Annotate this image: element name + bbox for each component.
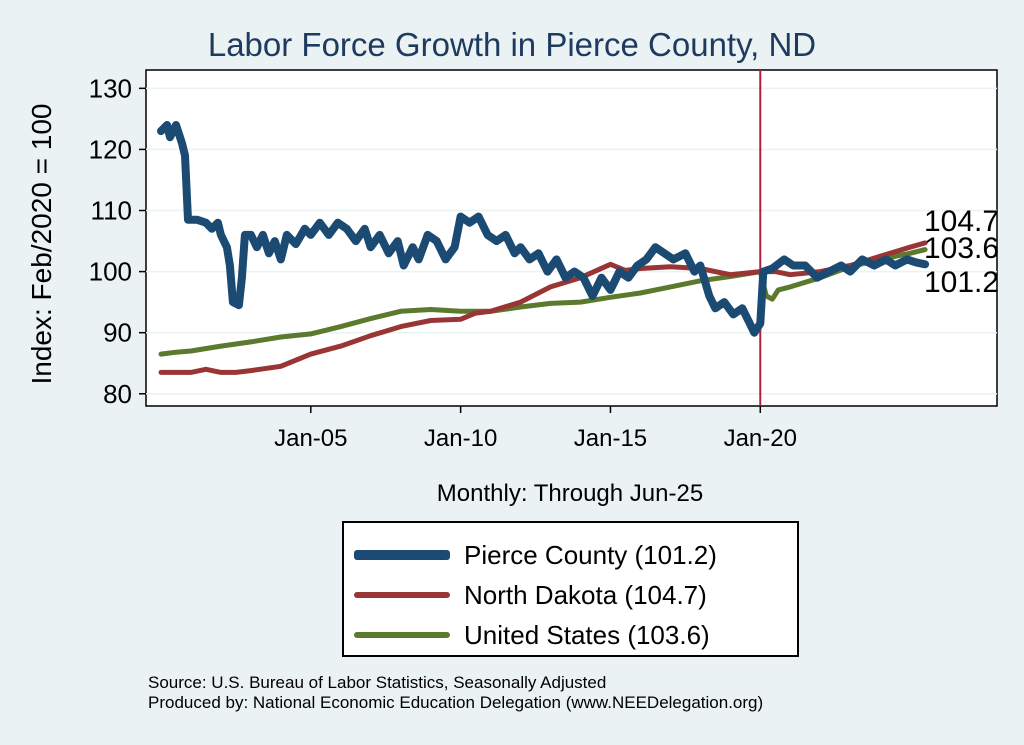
source-note: Source: U.S. Bureau of Labor Statistics,… (148, 673, 763, 713)
x-tick-label: Jan-10 (424, 425, 497, 452)
x-tick-label: Jan-05 (274, 425, 347, 452)
legend-item-united-states: United States (103.6) (354, 616, 710, 654)
y-tick-label: 90 (103, 318, 132, 348)
chart-title: Labor Force Growth in Pierce County, ND (207, 26, 817, 63)
legend-swatch-north-dakota (354, 592, 450, 598)
produced-by-line: Produced by: National Economic Education… (148, 693, 764, 712)
y-tick-label: 120 (89, 134, 132, 164)
end-label-north-dakota: 104.7 (924, 205, 1000, 238)
y-axis: 80 90 100 110 120 130 (89, 73, 146, 409)
series-lines (157, 121, 930, 375)
end-label-united-states: 103.6 (924, 232, 1000, 265)
legend-label: United States (103.6) (464, 619, 710, 650)
legend-item-north-dakota: North Dakota (104.7) (354, 576, 707, 614)
legend: Pierce County (101.2) North Dakota (104.… (342, 521, 799, 657)
end-label-pierce-county: 101.2 (924, 266, 1000, 299)
y-axis-label: Index: Feb/2020 = 100 (26, 103, 57, 385)
series-line-1 (158, 240, 928, 375)
legend-item-pierce-county: Pierce County (101.2) (354, 536, 717, 574)
series-line-2 (158, 247, 928, 357)
y-tick-label: 130 (89, 73, 132, 103)
legend-swatch-united-states (354, 632, 450, 638)
y-tick-label: 110 (91, 196, 132, 226)
legend-swatch-pierce-county (354, 550, 450, 560)
x-axis: Jan-05 Jan-10 Jan-15 Jan-20 (274, 406, 797, 452)
x-axis-label: Monthly: Through Jun-25 (436, 480, 704, 507)
x-tick-label: Jan-20 (724, 425, 797, 452)
source-line: Source: U.S. Bureau of Labor Statistics,… (148, 673, 607, 692)
y-tick-label: 80 (103, 379, 132, 409)
legend-label: North Dakota (104.7) (464, 579, 707, 610)
x-tick-label: Jan-15 (574, 425, 647, 452)
y-tick-label: 100 (89, 257, 132, 287)
grid-lines (146, 87, 997, 395)
legend-label: Pierce County (101.2) (464, 539, 717, 570)
series-line-0 (157, 121, 930, 337)
